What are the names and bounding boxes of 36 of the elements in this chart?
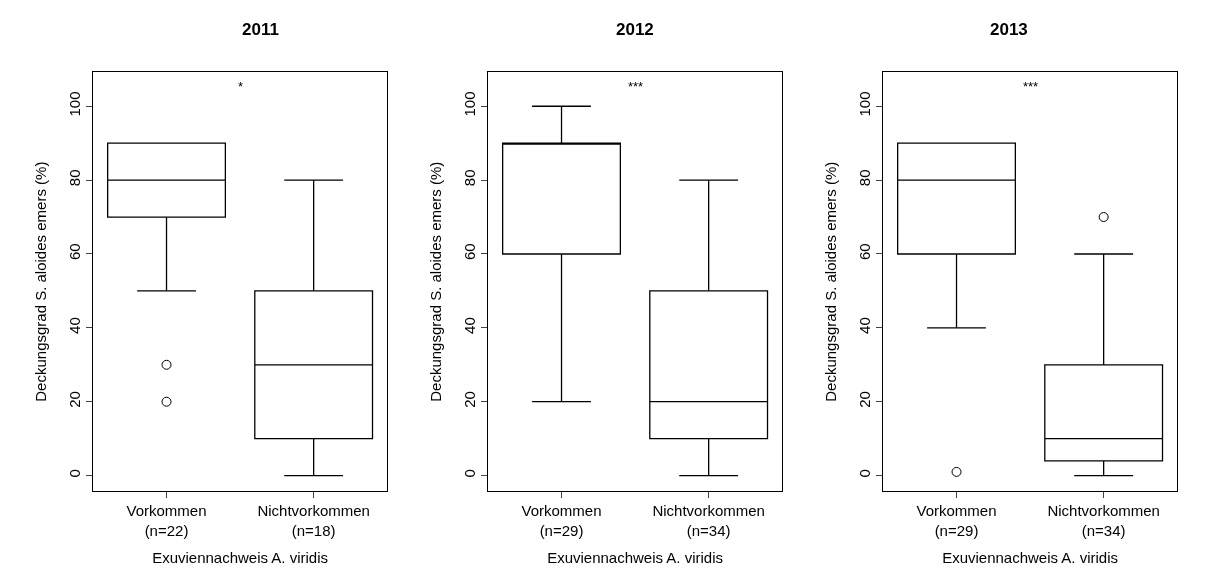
y-axis-title: Deckungsgrad S. aloides emers (%) bbox=[427, 161, 445, 402]
y-tick-label: 0 bbox=[65, 469, 83, 478]
chart-title: 2012 bbox=[616, 20, 654, 39]
y-tick-label: 40 bbox=[65, 317, 83, 334]
chart-title: 2013 bbox=[990, 20, 1028, 39]
y-tick-label: 80 bbox=[460, 169, 478, 187]
x-axis-title: Exuviennachweis A. viridis bbox=[152, 548, 329, 566]
y-tick-label: 20 bbox=[855, 391, 873, 408]
y-tick-label: 60 bbox=[460, 243, 478, 261]
x-axis-title: Exuviennachweis A. viridis bbox=[942, 548, 1119, 566]
y-tick-label: 60 bbox=[855, 243, 873, 261]
x-tick-label: Vorkommen (n=29) bbox=[916, 502, 997, 539]
y-tick-label: 20 bbox=[65, 391, 83, 408]
y-axis-title: Deckungsgrad S. aloides emers (%) bbox=[32, 161, 50, 402]
y-tick-label: 100 bbox=[855, 91, 873, 117]
y-tick-label: 40 bbox=[460, 317, 478, 334]
chart-title: 2011 bbox=[242, 20, 279, 39]
x-tick-label: Vorkommen (n=29) bbox=[521, 502, 602, 539]
y-tick-label: 60 bbox=[65, 243, 83, 261]
x-tick-label: Nichtvorkommen (n=18) bbox=[257, 502, 370, 539]
x-tick-label: Nichtvorkommen (n=34) bbox=[652, 502, 765, 539]
annotation: *** bbox=[1023, 79, 1039, 94]
y-axis-title: Deckungsgrad S. aloides emers (%) bbox=[822, 161, 840, 402]
y-tick-label: 80 bbox=[65, 169, 83, 187]
y-tick-label: 80 bbox=[855, 169, 873, 187]
x-axis-title: Exuviennachweis A. viridis bbox=[547, 548, 724, 566]
y-tick-label: 40 bbox=[855, 317, 873, 334]
annotation: *** bbox=[628, 79, 644, 94]
y-tick-label: 0 bbox=[855, 469, 873, 478]
y-tick-label: 100 bbox=[65, 91, 83, 117]
y-tick-label: 0 bbox=[460, 469, 478, 478]
y-tick-label: 100 bbox=[460, 91, 478, 117]
x-tick-label: Nichtvorkommen (n=34) bbox=[1047, 502, 1160, 539]
y-tick-label: 20 bbox=[460, 391, 478, 408]
annotation: * bbox=[238, 79, 244, 94]
x-tick-label: Vorkommen (n=22) bbox=[126, 502, 207, 539]
